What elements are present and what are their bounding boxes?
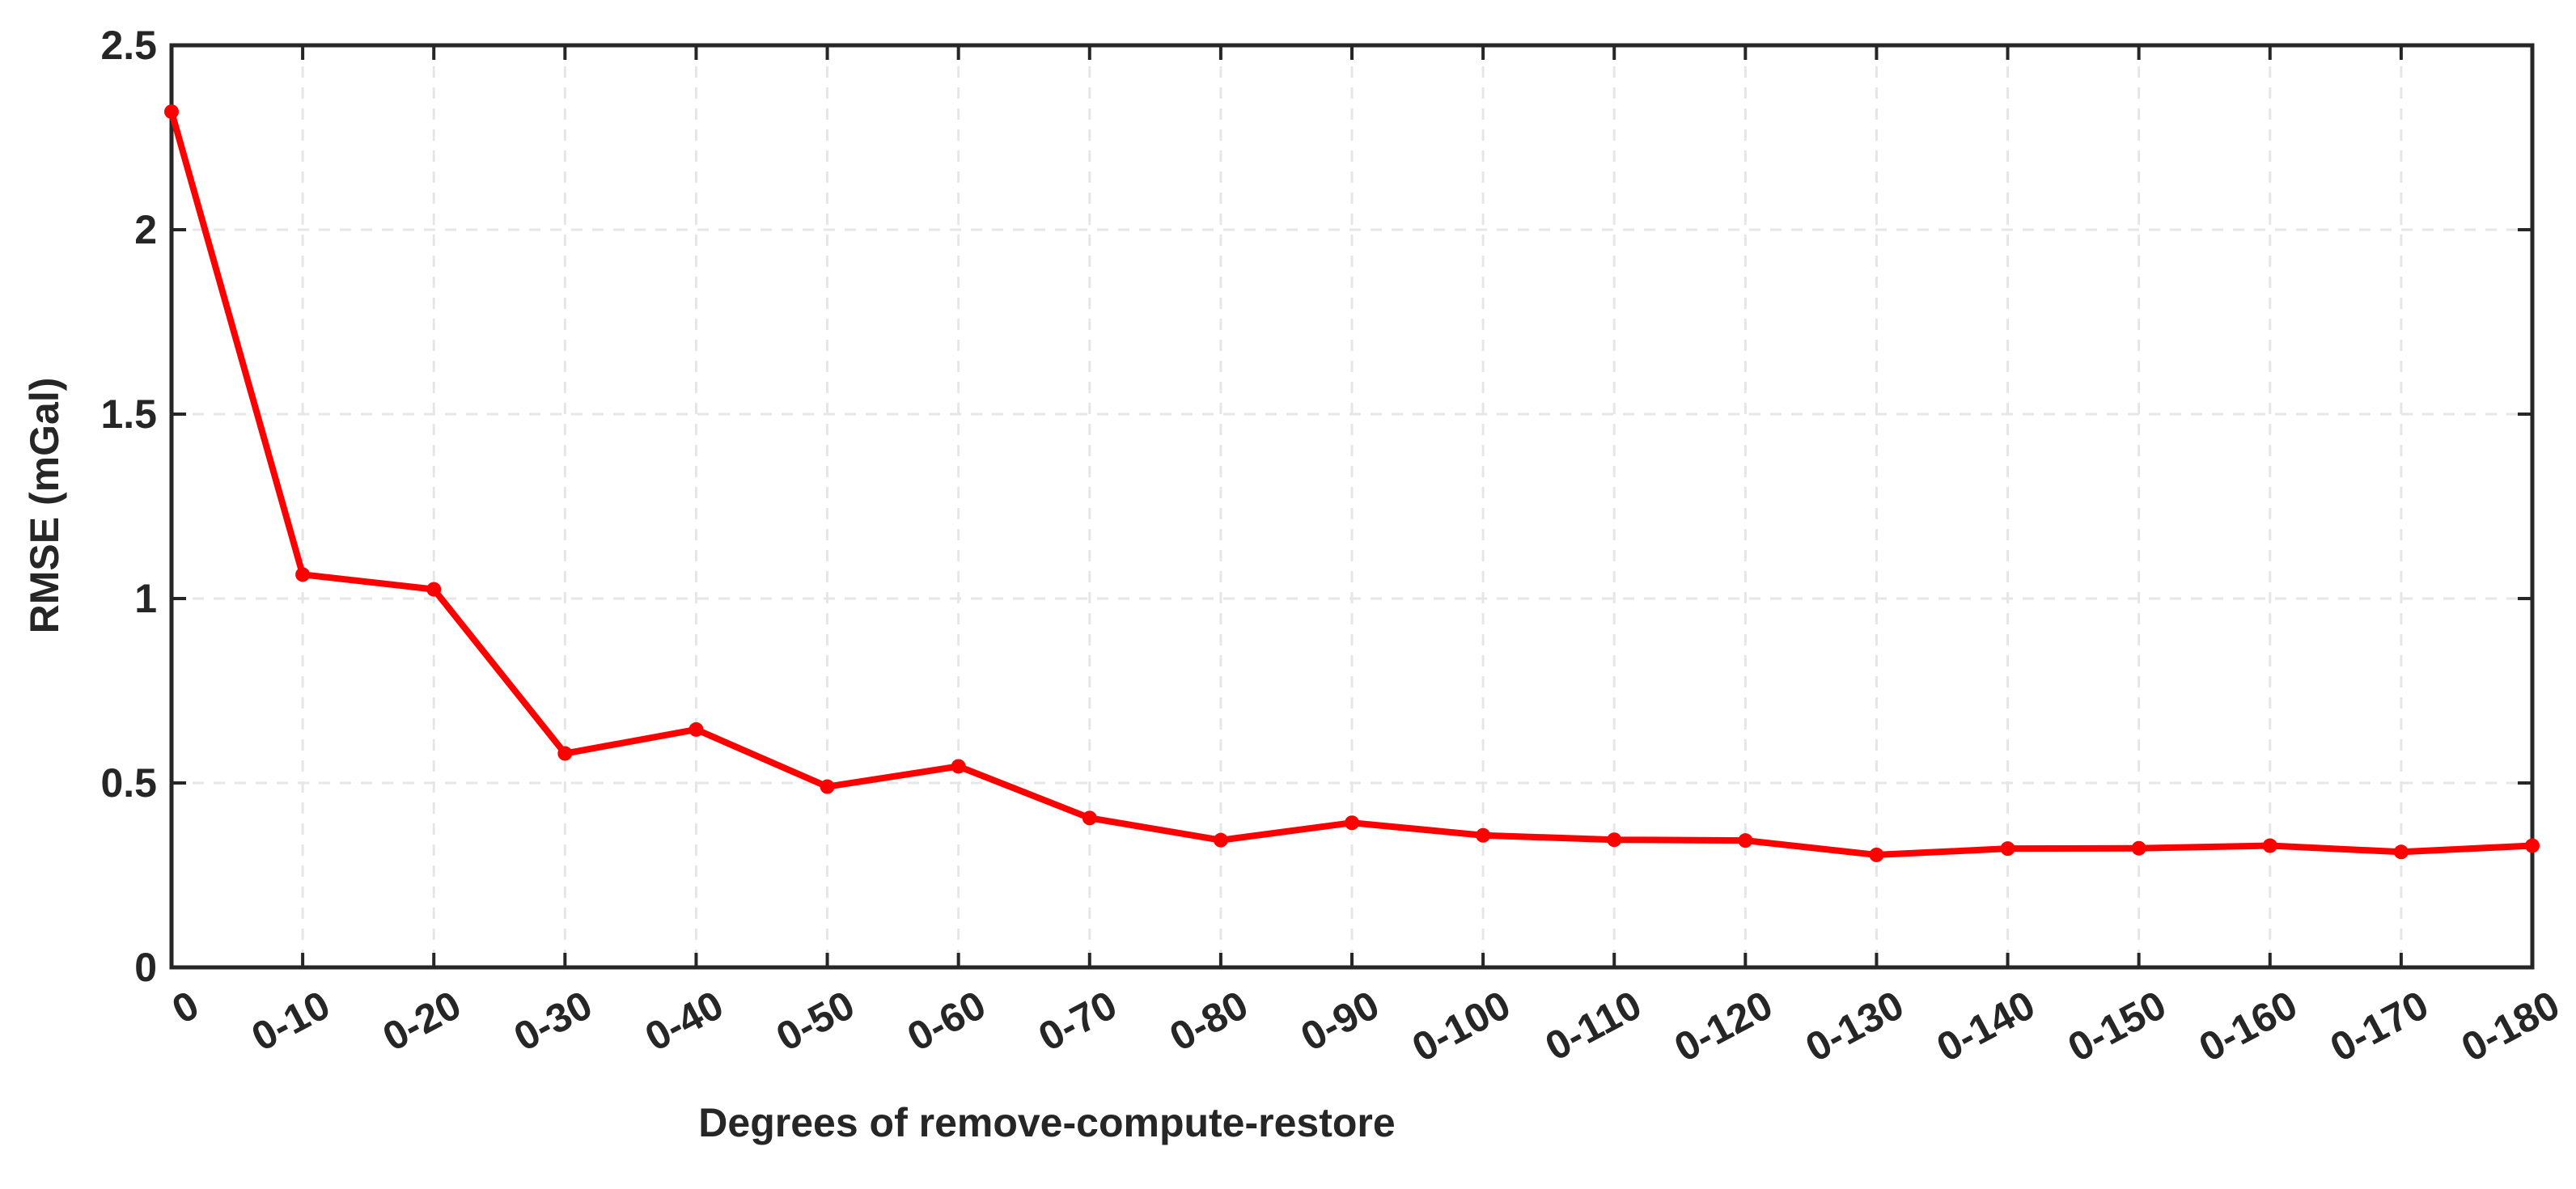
y-tick-label: 0 — [134, 945, 157, 990]
x-tick-label: 0 — [165, 982, 206, 1033]
x-tick-label: 0-120 — [1667, 982, 1780, 1070]
y-tick-label: 1.5 — [100, 391, 157, 437]
data-point — [1082, 810, 1097, 826]
data-point — [2393, 844, 2409, 860]
x-tick-label: 0-20 — [375, 982, 468, 1060]
data-point — [820, 779, 835, 794]
x-tick-label: 0-60 — [900, 982, 994, 1060]
data-point — [164, 104, 179, 120]
x-tick-label: 0-90 — [1294, 982, 1387, 1060]
x-tick-label: 0-30 — [506, 982, 600, 1060]
data-point — [1213, 832, 1228, 848]
y-tick-label: 0.5 — [100, 760, 157, 806]
data-point — [1738, 833, 1753, 848]
tick-label-layer: 0 0-10 0-20 0-30 0-40 0-50 0-60 0-70 0-80 0-90 0-1… — [100, 23, 2566, 1070]
x-tick-label: 0-180 — [2454, 982, 2566, 1070]
data-point — [295, 567, 311, 582]
x-tick-label: 0-10 — [244, 982, 337, 1060]
x-axis-label: Degrees of remove-compute-restore — [698, 1100, 1395, 1145]
data-point — [1869, 847, 1884, 862]
series-layer — [164, 104, 2540, 862]
x-tick-label: 0-50 — [769, 982, 862, 1060]
data-point — [1607, 832, 1622, 848]
x-tick-label: 0-110 — [1538, 982, 1649, 1069]
x-tick-label: 0-150 — [2061, 982, 2173, 1070]
x-tick-label: 0-160 — [2192, 982, 2304, 1070]
data-point — [2525, 838, 2540, 853]
x-tick-label: 0-80 — [1163, 982, 1256, 1060]
y-tick-label: 2.5 — [100, 23, 157, 68]
x-tick-label: 0-70 — [1032, 982, 1125, 1060]
x-tick-label: 0-40 — [638, 982, 731, 1060]
data-point — [1476, 827, 1491, 843]
data-point — [2262, 838, 2277, 853]
x-tick-label: 0-130 — [1799, 982, 1911, 1070]
data-point — [951, 759, 966, 774]
plot-frame — [169, 43, 2535, 970]
y-tick-label: 2 — [134, 207, 157, 252]
data-point — [2000, 841, 2015, 857]
axes-layer — [169, 43, 2535, 970]
data-point — [2131, 840, 2146, 856]
data-point — [426, 582, 442, 597]
x-tick-label: 0-100 — [1405, 982, 1517, 1070]
y-axis-label: RMSE (mGal) — [22, 378, 67, 634]
data-point — [688, 721, 704, 737]
data-point — [557, 746, 573, 761]
data-point — [1345, 815, 1359, 831]
grid-layer — [172, 45, 2532, 967]
x-tick-label: 0-170 — [2323, 982, 2435, 1070]
x-tick-label: 0-140 — [1930, 982, 2042, 1070]
y-tick-label: 1 — [134, 576, 157, 621]
